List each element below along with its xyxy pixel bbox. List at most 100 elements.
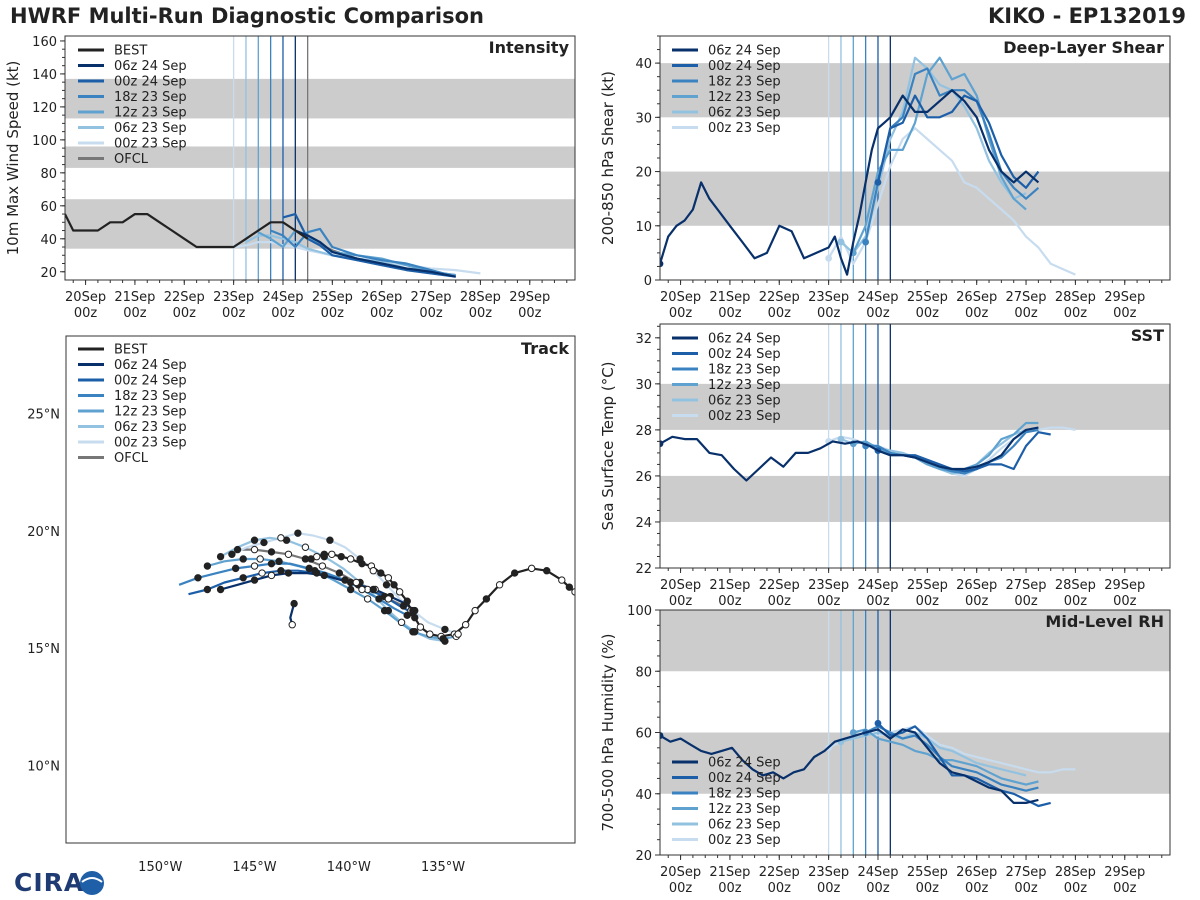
sst-xtick-label: 00z [1064, 594, 1088, 609]
track-point [250, 545, 259, 554]
track-point [403, 597, 411, 605]
sst-ytick-label: 26 [635, 470, 652, 485]
shear-series-init-marker [825, 254, 833, 262]
track-line [310, 553, 575, 638]
intensity-band-1 [65, 146, 575, 168]
figure-title: HWRF Multi-Run Diagnostic Comparison [10, 4, 485, 28]
rh-ytick-label: 20 [635, 849, 652, 864]
intensity-xtick-label: 00z [469, 306, 493, 321]
shear-xtick-label: 26Sep [956, 290, 997, 305]
intensity-xtick-label: 22Sep [164, 290, 205, 305]
sst-xtick-label: 00z [718, 594, 742, 609]
sst-series-line [660, 426, 1039, 482]
shear-xtick-label: 29Sep [1104, 290, 1145, 305]
rh-series-line [853, 728, 1039, 786]
intensity-series-line [245, 234, 432, 273]
intensity-band-2 [65, 78, 575, 119]
sst-xtick-label: 23Sep [808, 578, 849, 593]
intensity-xtick-label: 26Sep [361, 290, 402, 305]
shear-xtick-label: 00z [1014, 306, 1038, 321]
rh-xtick-label: 26Sep [956, 865, 997, 880]
shear-series-line [827, 127, 1076, 276]
intensity-xtick-label: 29Sep [509, 290, 550, 305]
track-point [320, 571, 328, 580]
track-legend-label: BEST [114, 343, 147, 358]
sst-xtick-label: 00z [817, 594, 841, 609]
rh-band-1 [660, 610, 1170, 672]
sst-band-0 [660, 475, 1170, 522]
shear-legend-label: 12z 23 Sep [708, 90, 781, 105]
track-frame [65, 335, 576, 844]
rh-xtick-label: 00z [718, 881, 742, 896]
shear-xtick-label: 28Sep [1055, 290, 1096, 305]
track-point [482, 595, 491, 603]
sst-ytick-label: 22 [635, 562, 652, 577]
rh-ytick-label: 60 [635, 727, 652, 742]
sst-ytick-label: 32 [635, 332, 652, 347]
shear-xtick-label: 22Sep [759, 290, 800, 305]
track-legend-label: 06z 24 Sep [114, 358, 187, 373]
sst-xtick-label: 25Sep [907, 578, 948, 593]
sst-legend-label: 00z 23 Sep [708, 409, 781, 424]
track-point [395, 588, 404, 596]
track-point [337, 552, 345, 561]
shear-ytick-label: 40 [635, 57, 652, 72]
track-point [495, 581, 504, 589]
shear-xtick-label: 00z [965, 306, 989, 321]
track-point [411, 628, 419, 636]
track-lines-group [178, 529, 575, 645]
track-point [216, 552, 225, 561]
intensity-legend-label: 06z 24 Sep [114, 59, 187, 74]
sst-legend-label: 06z 24 Sep [708, 332, 781, 347]
track-point [284, 569, 293, 577]
sst-legend-label: 06z 23 Sep [708, 394, 781, 409]
intensity-panel: 2040608010012014016020Sep00z21Sep00z22Se… [4, 35, 576, 321]
track-point [390, 581, 398, 589]
intensity-legend-label: BEST [114, 44, 147, 59]
shear-legend-label: 06z 23 Sep [708, 106, 781, 121]
track-point [558, 576, 566, 584]
shear-legend-label: 00z 24 Sep [708, 59, 781, 74]
track-point [335, 569, 344, 577]
track-point [346, 555, 355, 563]
track-point [284, 550, 293, 558]
track-line [231, 532, 459, 636]
track-point [384, 595, 393, 603]
track-point [318, 562, 327, 570]
intensity-xtick-label: 00z [271, 306, 295, 321]
track-point [326, 536, 334, 544]
track-point [382, 581, 391, 589]
intensity-xtick-label: 27Sep [411, 290, 452, 305]
track-point [461, 621, 470, 629]
track-point [320, 552, 328, 561]
track-point [239, 574, 247, 582]
track-legend-label: 00z 23 Sep [114, 436, 187, 451]
shear-xtick-label: 25Sep [907, 290, 948, 305]
track-point [250, 536, 259, 544]
intensity-xtick-label: 28Sep [460, 290, 501, 305]
rh-xtick-label: 00z [1064, 881, 1088, 896]
track-line [220, 536, 446, 643]
track-lon-label: 135°W [421, 860, 465, 875]
intensity-legend-label: 00z 24 Sep [114, 75, 187, 90]
intensity-legend-label: 12z 23 Sep [114, 106, 187, 121]
shear-series-init-marker [660, 260, 664, 268]
intensity-series-line [65, 213, 309, 249]
rh-series-init-marker [849, 729, 857, 736]
intensity-series-line [294, 229, 456, 278]
shear-xtick-label: 00z [1064, 306, 1088, 321]
track-point [369, 567, 377, 575]
intensity-title: Intensity [489, 38, 570, 57]
sst-legend-label: 00z 24 Sep [708, 347, 781, 362]
sst-xtick-label: 00z [916, 594, 940, 609]
track-panel: 150°W 145°W 140°W 135°W 10°N 15°N 20°N 25°N Trac… [27, 335, 576, 875]
rh-xtick-label: 27Sep [1006, 865, 1047, 880]
rh-ytick-label: 100 [627, 604, 652, 619]
sst-xtick-label: 26Sep [956, 578, 997, 593]
sst-xtick-label: 00z [965, 594, 989, 609]
track-point [565, 583, 574, 591]
cira-logo: CIRA [4, 866, 108, 898]
intensity-xtick-label: 00z [419, 306, 443, 321]
rh-xtick-label: 00z [669, 881, 693, 896]
rh-xtick-label: 20Sep [660, 865, 701, 880]
